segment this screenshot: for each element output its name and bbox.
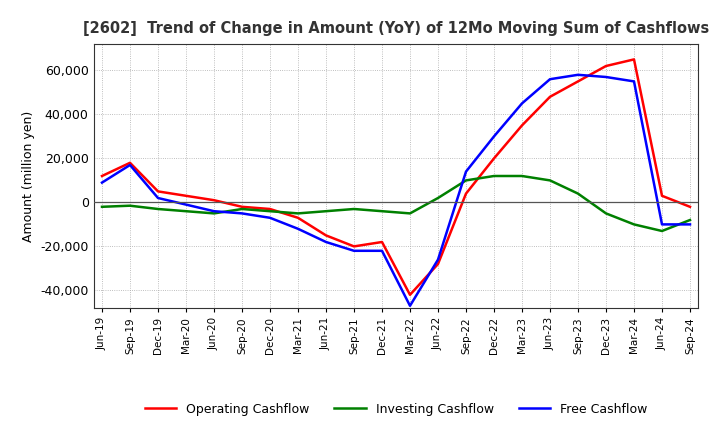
Free Cashflow: [657, 222, 666, 227]
Operating Cashflow: [685, 204, 694, 209]
Operating Cashflow: [294, 215, 302, 220]
Investing Cashflow: [518, 173, 526, 179]
Operating Cashflow: [238, 204, 246, 209]
Investing Cashflow: [657, 228, 666, 234]
Y-axis label: Amount (million yen): Amount (million yen): [22, 110, 35, 242]
Investing Cashflow: [98, 204, 107, 209]
Free Cashflow: [490, 134, 498, 139]
Free Cashflow: [238, 211, 246, 216]
Investing Cashflow: [181, 209, 190, 214]
Legend: Operating Cashflow, Investing Cashflow, Free Cashflow: Operating Cashflow, Investing Cashflow, …: [140, 398, 652, 421]
Investing Cashflow: [126, 203, 135, 209]
Free Cashflow: [181, 202, 190, 207]
Operating Cashflow: [378, 239, 387, 245]
Free Cashflow: [153, 195, 162, 201]
Title: [2602]  Trend of Change in Amount (YoY) of 12Mo Moving Sum of Cashflows: [2602] Trend of Change in Amount (YoY) o…: [83, 21, 709, 36]
Investing Cashflow: [462, 178, 470, 183]
Operating Cashflow: [350, 244, 359, 249]
Operating Cashflow: [630, 57, 639, 62]
Investing Cashflow: [238, 206, 246, 212]
Operating Cashflow: [405, 292, 414, 297]
Investing Cashflow: [266, 209, 274, 214]
Free Cashflow: [378, 248, 387, 253]
Operating Cashflow: [153, 189, 162, 194]
Investing Cashflow: [210, 211, 218, 216]
Operating Cashflow: [490, 156, 498, 161]
Operating Cashflow: [433, 261, 442, 267]
Free Cashflow: [685, 222, 694, 227]
Investing Cashflow: [490, 173, 498, 179]
Free Cashflow: [546, 77, 554, 82]
Investing Cashflow: [433, 195, 442, 201]
Operating Cashflow: [602, 63, 611, 69]
Operating Cashflow: [98, 173, 107, 179]
Investing Cashflow: [685, 217, 694, 223]
Investing Cashflow: [378, 209, 387, 214]
Investing Cashflow: [294, 211, 302, 216]
Free Cashflow: [126, 162, 135, 168]
Investing Cashflow: [350, 206, 359, 212]
Free Cashflow: [98, 180, 107, 185]
Free Cashflow: [210, 209, 218, 214]
Operating Cashflow: [181, 193, 190, 198]
Free Cashflow: [322, 239, 330, 245]
Operating Cashflow: [546, 94, 554, 99]
Free Cashflow: [574, 72, 582, 77]
Free Cashflow: [350, 248, 359, 253]
Free Cashflow: [462, 169, 470, 174]
Free Cashflow: [405, 303, 414, 308]
Operating Cashflow: [462, 191, 470, 196]
Line: Investing Cashflow: Investing Cashflow: [102, 176, 690, 231]
Investing Cashflow: [602, 211, 611, 216]
Line: Operating Cashflow: Operating Cashflow: [102, 59, 690, 295]
Free Cashflow: [518, 101, 526, 106]
Free Cashflow: [630, 79, 639, 84]
Line: Free Cashflow: Free Cashflow: [102, 75, 690, 306]
Operating Cashflow: [518, 123, 526, 128]
Investing Cashflow: [630, 222, 639, 227]
Investing Cashflow: [405, 211, 414, 216]
Free Cashflow: [266, 215, 274, 220]
Operating Cashflow: [574, 79, 582, 84]
Investing Cashflow: [546, 178, 554, 183]
Investing Cashflow: [322, 209, 330, 214]
Operating Cashflow: [657, 193, 666, 198]
Investing Cashflow: [574, 191, 582, 196]
Free Cashflow: [433, 257, 442, 262]
Operating Cashflow: [322, 233, 330, 238]
Free Cashflow: [294, 226, 302, 231]
Operating Cashflow: [266, 206, 274, 212]
Operating Cashflow: [210, 198, 218, 203]
Free Cashflow: [602, 74, 611, 80]
Operating Cashflow: [126, 160, 135, 165]
Investing Cashflow: [153, 206, 162, 212]
